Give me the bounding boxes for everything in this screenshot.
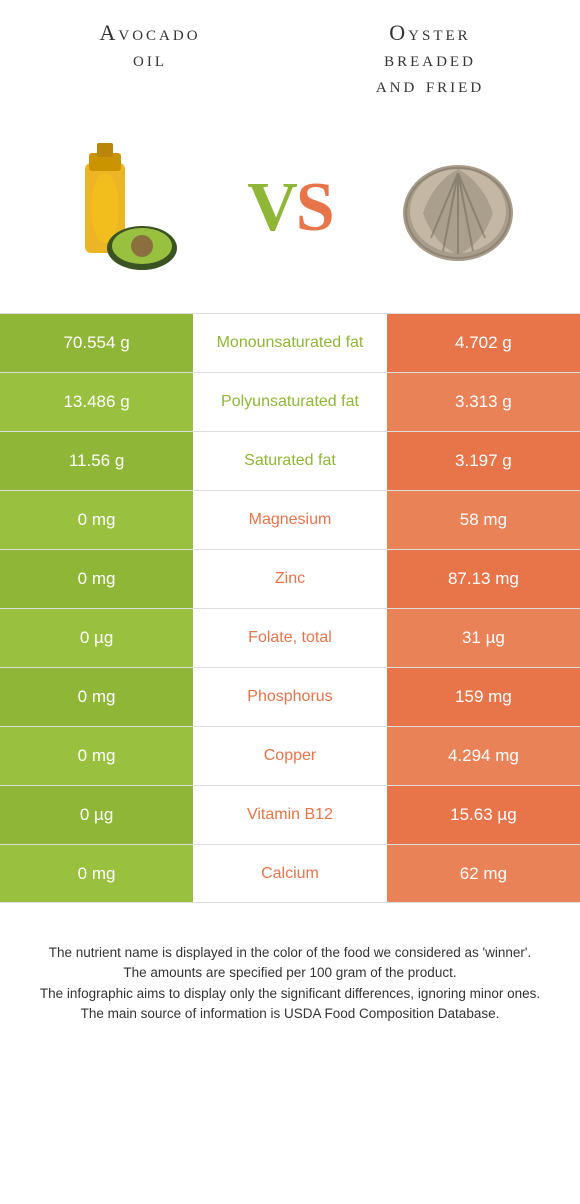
nutrient-label: Polyunsaturated fat [193,373,387,431]
header: Avocado oil Oyster breaded and fried [0,0,580,108]
vs-s: S [296,169,333,246]
left-value: 0 mg [0,550,193,608]
images-row: VS [0,108,580,313]
comparison-table: 70.554 g Monounsaturated fat 4.702 g 13.… [0,313,580,903]
left-value: 0 mg [0,845,193,902]
table-row: 0 mg Copper 4.294 mg [0,726,580,785]
nutrient-label: Magnesium [193,491,387,549]
oyster-image [378,128,538,288]
left-value: 13.486 g [0,373,193,431]
right-value: 4.702 g [387,314,580,372]
nutrient-label: Phosphorus [193,668,387,726]
nutrient-label: Folate, total [193,609,387,667]
table-row: 13.486 g Polyunsaturated fat 3.313 g [0,372,580,431]
right-value: 159 mg [387,668,580,726]
avocado-oil-image [42,128,202,288]
nutrient-label: Zinc [193,550,387,608]
table-row: 11.56 g Saturated fat 3.197 g [0,431,580,490]
nutrient-label: Copper [193,727,387,785]
right-value: 4.294 mg [387,727,580,785]
title-right: Oyster breaded and fried [304,20,556,98]
right-value: 3.197 g [387,432,580,490]
table-row: 0 µg Folate, total 31 µg [0,608,580,667]
vs-v: V [247,169,296,246]
title-left: Avocado oil [24,20,276,98]
comparison-infographic: Avocado oil Oyster breaded and fried VS [0,0,580,1204]
table-row: 0 mg Magnesium 58 mg [0,490,580,549]
right-value: 3.313 g [387,373,580,431]
right-value: 31 µg [387,609,580,667]
footer-line: The nutrient name is displayed in the co… [25,943,555,963]
footer-line: The main source of information is USDA F… [25,1004,555,1024]
left-value: 0 mg [0,491,193,549]
vs-label: VS [247,168,333,248]
left-value: 0 µg [0,786,193,844]
nutrient-label: Saturated fat [193,432,387,490]
right-value: 58 mg [387,491,580,549]
left-value: 11.56 g [0,432,193,490]
footer-line: The infographic aims to display only the… [25,984,555,1004]
footer-line: The amounts are specified per 100 gram o… [25,963,555,983]
left-value: 0 µg [0,609,193,667]
table-row: 0 mg Phosphorus 159 mg [0,667,580,726]
footer-notes: The nutrient name is displayed in the co… [0,903,580,1044]
nutrient-label: Calcium [193,845,387,902]
nutrient-label: Monounsaturated fat [193,314,387,372]
right-value: 87.13 mg [387,550,580,608]
left-value: 0 mg [0,727,193,785]
table-row: 0 mg Zinc 87.13 mg [0,549,580,608]
left-value: 0 mg [0,668,193,726]
left-value: 70.554 g [0,314,193,372]
nutrient-label: Vitamin B12 [193,786,387,844]
right-value: 15.63 µg [387,786,580,844]
table-row: 70.554 g Monounsaturated fat 4.702 g [0,313,580,372]
right-value: 62 mg [387,845,580,902]
table-row: 0 µg Vitamin B12 15.63 µg [0,785,580,844]
table-row: 0 mg Calcium 62 mg [0,844,580,903]
